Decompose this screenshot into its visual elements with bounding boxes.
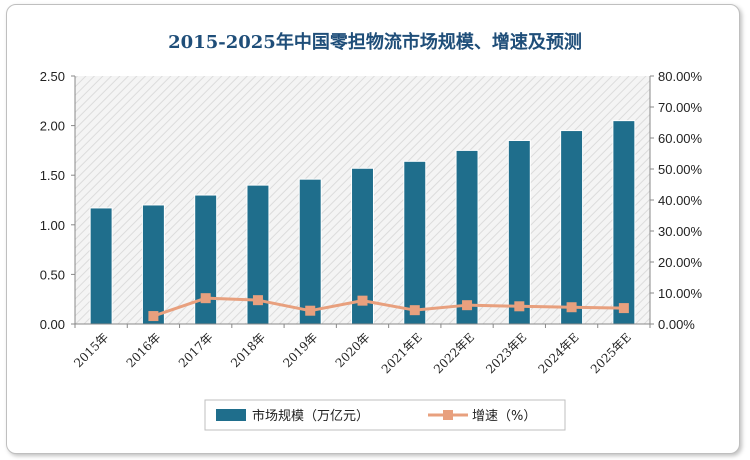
- y-right-tick-label: 40.00%: [658, 193, 703, 208]
- x-tick-label: 2018年: [228, 330, 268, 370]
- growth-point-2020年: [357, 295, 368, 306]
- growth-point-2025年E: [618, 303, 629, 314]
- bar-2021年E: [403, 160, 427, 325]
- legend-swatch-bar: [216, 409, 246, 421]
- y-right-tick-label: 60.00%: [658, 131, 703, 146]
- y-right-tick-label: 0.00%: [658, 317, 695, 332]
- y-left-tick-label: 1.00: [40, 218, 65, 233]
- x-tick-label: 2024年E: [536, 330, 582, 376]
- x-tick-label: 2023年E: [483, 330, 529, 376]
- growth-point-2021年E: [409, 305, 420, 316]
- y-left-tick-label: 0.00: [40, 317, 65, 332]
- bar-2016年: [141, 204, 165, 325]
- growth-point-2016年: [148, 311, 159, 322]
- y-left-tick-label: 2.50: [40, 69, 65, 84]
- bar-2019年: [298, 178, 322, 325]
- legend: 市场规模（万亿元） 增速（%）: [204, 399, 566, 431]
- bar-2025年E: [612, 120, 636, 325]
- y-right-tick-label: 10.00%: [658, 286, 703, 301]
- bar-2023年E: [507, 139, 531, 325]
- y-left-tick-label: 0.50: [40, 267, 65, 282]
- y-left-tick-label: 2.00: [40, 119, 65, 134]
- bar-2024年E: [560, 130, 584, 325]
- growth-point-2019年: [305, 305, 316, 316]
- chart-title: 2015-2025年中国零担物流市场规模、增速及预测: [168, 32, 582, 53]
- x-tick-label: 2019年: [280, 330, 320, 370]
- growth-point-2017年: [200, 293, 211, 304]
- growth-point-2018年: [252, 295, 263, 306]
- x-tick-label: 2021年E: [379, 330, 425, 376]
- legend-label-bar: 市场规模（万亿元）: [252, 408, 369, 424]
- y-right-tick-label: 70.00%: [658, 100, 703, 115]
- y-right-tick-label: 30.00%: [658, 224, 703, 239]
- y-right-tick-label: 20.00%: [658, 255, 703, 270]
- bar-2017年: [194, 194, 218, 325]
- y-left-tick-label: 1.50: [40, 168, 65, 183]
- y-right-tick-label: 80.00%: [658, 69, 703, 84]
- x-tick-label: 2020年: [333, 330, 373, 370]
- x-tick-label: 2015年: [71, 330, 111, 370]
- bar-2022年E: [455, 149, 479, 325]
- x-tick-label: 2025年E: [588, 330, 634, 376]
- y-right-tick-label: 50.00%: [658, 162, 703, 177]
- growth-point-2022年E: [462, 300, 473, 311]
- legend-label-line: 增速（%）: [472, 409, 536, 424]
- growth-point-2023年E: [514, 301, 525, 312]
- legend-box: [204, 399, 566, 431]
- x-tick-label: 2016年: [124, 330, 164, 370]
- bar-2015年: [89, 207, 113, 325]
- legend-swatch-marker: [443, 410, 453, 420]
- growth-point-2024年E: [566, 302, 577, 313]
- x-tick-label: 2017年: [176, 330, 216, 370]
- x-tick-label: 2022年E: [431, 330, 477, 376]
- growth-line: [152, 296, 624, 318]
